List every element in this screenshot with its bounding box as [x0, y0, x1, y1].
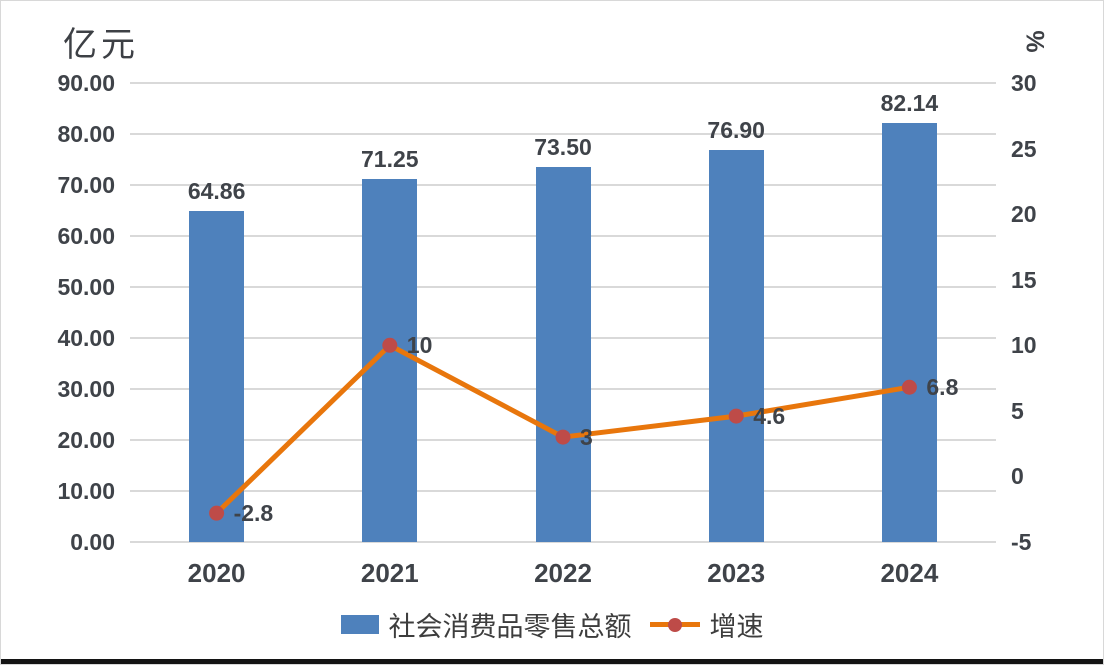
- right-axis-tick: 20: [1011, 201, 1037, 228]
- left-axis-tick: 90.00: [57, 70, 115, 96]
- left-axis-tick: 50.00: [57, 274, 115, 300]
- legend-line-label: 增速: [709, 612, 764, 642]
- right-axis-tick: 25: [1011, 135, 1037, 162]
- line-data-label: 4.6: [753, 403, 786, 430]
- left-axis-tick: 0.00: [70, 529, 115, 555]
- right-axis-tick: 5: [1011, 397, 1024, 424]
- line-marker-icon: [728, 408, 744, 424]
- x-axis-label: 2021: [360, 558, 419, 588]
- x-axis-label: 2022: [534, 558, 592, 588]
- bar: [189, 211, 245, 542]
- bar-data-label: 64.86: [187, 178, 246, 205]
- line-data-label: 10: [406, 332, 433, 359]
- line-data-label: 6.8: [926, 374, 959, 401]
- gridline: [130, 133, 996, 135]
- bar-data-label: 82.14: [880, 90, 939, 117]
- left-axis-tick: 10.00: [57, 478, 115, 504]
- bar: [535, 167, 591, 542]
- left-axis-tick: 70.00: [57, 172, 115, 198]
- legend-bar-label: 社会消费品零售总额: [388, 612, 632, 642]
- line-marker-icon: [209, 505, 225, 521]
- left-axis-tick: 40.00: [57, 325, 115, 351]
- left-axis-tick: 30.00: [57, 376, 115, 402]
- window-bottom-edge: [1, 659, 1103, 664]
- right-axis-tick: 0: [1011, 463, 1024, 490]
- bar-data-label: 76.90: [707, 116, 765, 143]
- line-data-label: -2.8: [233, 500, 274, 527]
- x-axis-label: 2024: [880, 558, 939, 588]
- bar: [881, 123, 937, 542]
- gridline: [130, 82, 996, 84]
- bar: [708, 149, 764, 542]
- right-axis-tick: 15: [1011, 266, 1037, 293]
- left-axis-tick: 60.00: [57, 223, 115, 249]
- x-axis-label: 2020: [187, 558, 246, 588]
- x-axis-label: 2023: [707, 558, 766, 588]
- line-marker-icon: [555, 429, 571, 445]
- legend-bar-swatch: [340, 615, 379, 634]
- bar-data-label: 73.50: [534, 134, 592, 161]
- left-axis-tick: 20.00: [57, 427, 115, 453]
- line-marker-icon: [901, 379, 917, 395]
- bar-data-label: 71.25: [361, 145, 419, 172]
- right-axis-tick: -5: [1011, 529, 1032, 555]
- line-marker-icon: [382, 337, 398, 353]
- left-axis-tick: 80.00: [57, 121, 115, 147]
- right-axis-tick: 10: [1011, 332, 1037, 359]
- left-axis-title: 亿元: [63, 27, 139, 64]
- legend-line-swatch: [649, 617, 700, 632]
- legend: 社会消费品零售总额 增速: [1, 605, 1103, 644]
- line-data-label: 3: [580, 424, 593, 451]
- legend-line-marker-icon: [667, 617, 682, 632]
- gridline: [130, 541, 996, 543]
- right-axis-tick: 30: [1011, 70, 1037, 96]
